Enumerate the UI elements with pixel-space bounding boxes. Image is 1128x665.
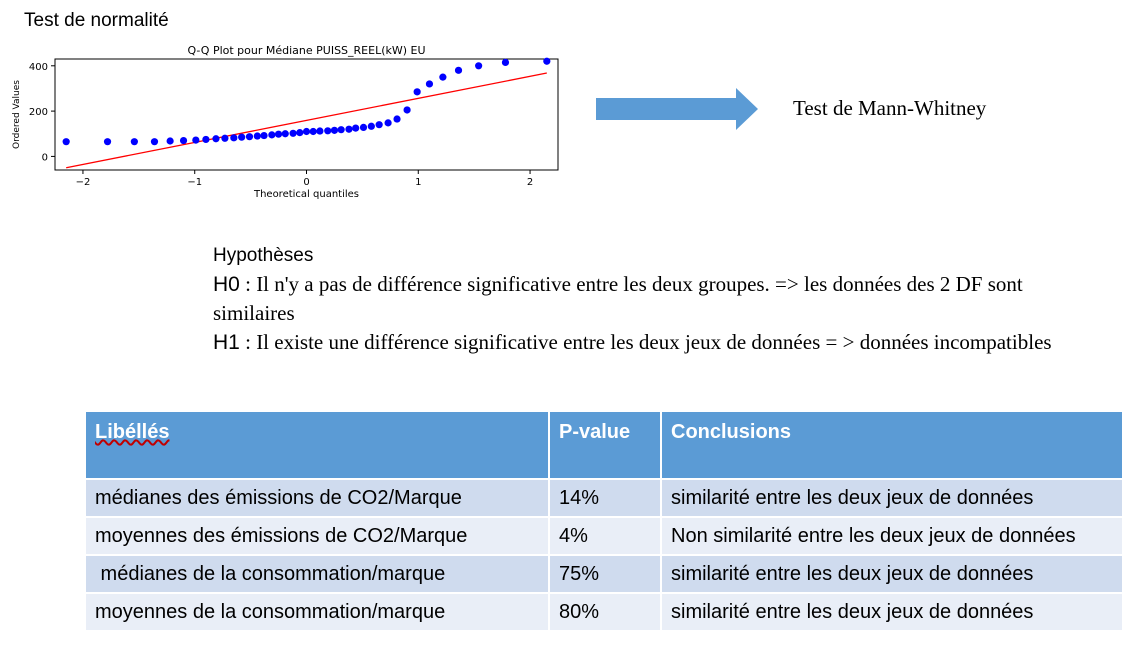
data-point (289, 129, 297, 137)
data-point (150, 138, 159, 146)
row-conclusion: similarité entre les deux jeux de donnée… (660, 554, 1124, 594)
data-point (166, 137, 174, 145)
hypothesis-h1: H1 : Il existe une différence significat… (213, 328, 1073, 357)
data-point (425, 80, 434, 88)
row-label: médianes de la consommation/marque (84, 554, 550, 594)
table-row: médianes des émissions de CO2/Marque 14%… (84, 478, 1124, 518)
table-row: médianes de la consommation/marque 75% s… (84, 554, 1124, 594)
row-label: moyennes de la consommation/marque (84, 592, 550, 632)
data-point (260, 131, 268, 140)
row-conclusion: similarité entre les deux jeux de donnée… (660, 478, 1124, 518)
row-pvalue: 4% (548, 516, 662, 556)
data-point (345, 125, 353, 133)
x-axis-label: Theoretical quantiles (253, 189, 359, 200)
results-table: Libéllés P-value Conclusions médianes de… (84, 410, 1124, 632)
section-title: Test de normalité (24, 10, 169, 31)
data-point (501, 58, 510, 66)
data-point (403, 106, 411, 114)
header-libelles: Libéllés (84, 410, 550, 480)
row-pvalue: 80% (548, 592, 662, 632)
data-point (296, 129, 304, 137)
data-point (367, 122, 375, 130)
data-point (268, 131, 276, 139)
data-point (337, 126, 345, 134)
row-label: médianes des émissions de CO2/Marque (84, 478, 550, 518)
data-point (179, 136, 188, 145)
row-conclusion: Non similarité entre les deux jeux de do… (660, 516, 1124, 556)
data-point (352, 124, 360, 132)
x-tick-label: 0 (303, 177, 309, 188)
row-label: moyennes des émissions de CO2/Marque (84, 516, 550, 556)
hypotheses-title: Hypothèses (213, 245, 314, 266)
plot-frame (54, 58, 559, 171)
data-point (62, 138, 70, 146)
data-point (316, 127, 324, 135)
y-axis-label: Ordered Values (12, 80, 22, 149)
data-point (245, 133, 254, 141)
hypotheses-block: Hypothèses H0 : Il n'y a pas de différen… (213, 241, 1073, 357)
x-tick-label: 1 (415, 177, 421, 188)
table-header-row: Libéllés P-value Conclusions (84, 410, 1124, 480)
data-point (202, 135, 210, 144)
data-point (274, 130, 283, 138)
data-point (393, 115, 401, 123)
qq-plot: Q-Q Plot pour Médiane PUISS_REEL(kW) EU −… (12, 44, 559, 200)
data-point (543, 57, 551, 65)
data-point (309, 127, 317, 136)
data-point (103, 138, 112, 146)
data-point (238, 133, 246, 141)
data-point (384, 119, 392, 127)
row-pvalue: 14% (548, 478, 662, 518)
chart-title: Q-Q Plot pour Médiane PUISS_REEL(kW) EU (187, 44, 425, 57)
data-point (330, 126, 339, 134)
data-point (439, 73, 447, 81)
h0-prefix: H0 (213, 273, 240, 296)
h0-text: : Il n'y a pas de différence significati… (213, 272, 1023, 325)
hypothesis-h0: H0 : Il n'y a pas de différence signific… (213, 270, 1073, 328)
y-tick-label: 400 (29, 62, 48, 73)
data-point (221, 134, 229, 142)
data-point (375, 121, 383, 129)
data-point (413, 88, 421, 96)
h1-text: : Il existe une différence significative… (239, 330, 1052, 354)
row-conclusion: similarité entre les deux jeux de donnée… (660, 592, 1124, 632)
mann-whitney-label: Test de Mann-Whitney (793, 96, 987, 120)
data-point (359, 123, 368, 132)
header-conclusions: Conclusions (660, 410, 1124, 480)
table-row: moyennes de la consommation/marque 80% s… (84, 592, 1124, 632)
data-point (130, 138, 138, 146)
h1-prefix: H1 (213, 331, 240, 354)
x-tick-label: −2 (76, 177, 91, 188)
data-point (230, 134, 238, 142)
arrow-right-icon (596, 88, 758, 130)
data-point (192, 136, 200, 144)
y-tick-label: 0 (42, 152, 48, 163)
data-point (454, 66, 463, 74)
data-point (324, 127, 332, 135)
fit-line (66, 72, 547, 169)
row-pvalue: 75% (548, 554, 662, 594)
x-tick-label: 2 (527, 177, 533, 188)
x-tick-label: −1 (187, 177, 202, 188)
data-point (281, 130, 289, 138)
data-point (212, 135, 220, 143)
data-point (302, 127, 311, 136)
y-tick-label: 200 (29, 107, 48, 118)
data-point (253, 132, 261, 140)
data-point (475, 62, 483, 70)
header-pvalue: P-value (548, 410, 662, 480)
table-row: moyennes des émissions de CO2/Marque 4% … (84, 516, 1124, 556)
